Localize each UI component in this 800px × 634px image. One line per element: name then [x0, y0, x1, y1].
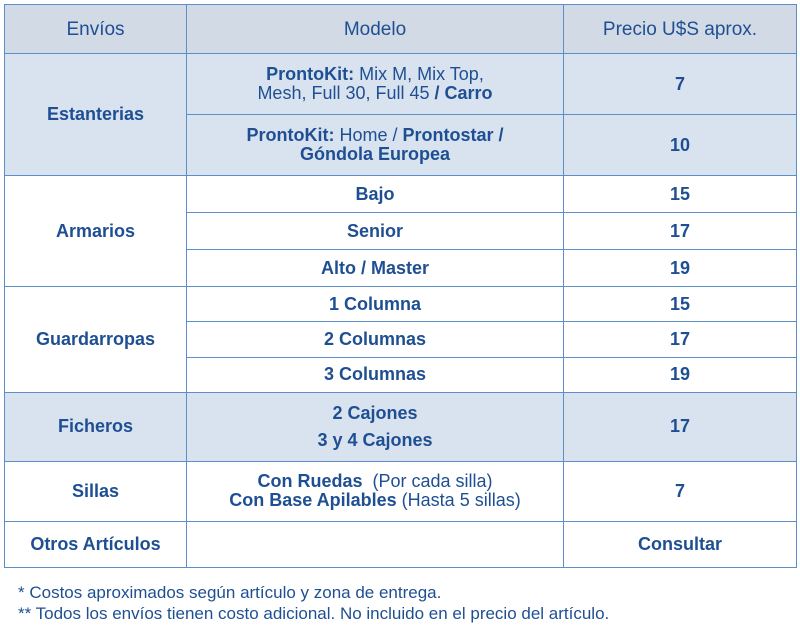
table-row: 2 Columnas 17: [5, 321, 797, 358]
header-envios: Envíos: [4, 4, 187, 54]
footnotes: * Costos aproximados según artículo y zo…: [18, 582, 609, 624]
table-row: Sillas Con Ruedas (Por cada silla) Con B…: [4, 460, 797, 522]
price-cell: 17: [563, 321, 797, 358]
model-text: Home /: [334, 125, 403, 146]
footnote-2: ** Todos los envíos tienen costo adicion…: [18, 604, 610, 623]
price-cell: 10: [563, 114, 797, 177]
model-text-bold: Prontostar /: [402, 125, 504, 146]
table-row: Armarios Bajo 15: [4, 175, 797, 288]
table-row: Senior 17: [5, 212, 797, 251]
category-sillas: Sillas: [4, 460, 187, 522]
price-cell: 15: [563, 286, 797, 323]
price-cell: 19: [563, 249, 797, 288]
table-row: Guardarropas 1 Columna 15: [4, 286, 797, 393]
category-estanterias: Estanterias: [4, 52, 187, 177]
model-cell: 3 Columnas: [186, 356, 564, 393]
model-cell: 2 Cajones 3 y 4 Cajones: [186, 391, 564, 462]
model-note: (Por cada silla): [362, 471, 493, 492]
category-label: Ficheros: [57, 416, 134, 437]
model-text: Con Ruedas: [257, 471, 363, 492]
price-value: 17: [669, 416, 691, 437]
brand-label: ProntoKit:: [266, 64, 355, 85]
category-label: Guardarropas: [35, 329, 156, 349]
table-row: Otros Artículos Consultar: [4, 520, 797, 569]
model-cell: ProntoKit: Home / Prontostar / Góndola E…: [186, 114, 564, 177]
table-header-row: Envíos Modelo Precio U$S aprox.: [4, 4, 797, 54]
model-cell: Alto / Master: [186, 249, 564, 288]
price-cell: 7: [563, 52, 797, 116]
category-ficheros: Ficheros: [4, 391, 187, 462]
category-guardarropas: Guardarropas: [4, 286, 187, 393]
model-text: 3 y 4 Cajones: [317, 429, 433, 450]
price-cell: 19: [563, 356, 797, 393]
price-value: 10: [669, 134, 691, 155]
category-label: Armarios: [55, 220, 136, 241]
footnote-1: * Costos aproximados según artículo y zo…: [18, 583, 442, 602]
category-label: Estanterias: [46, 104, 145, 125]
brand-label: ProntoKit:: [246, 125, 335, 146]
category-label: Sillas: [71, 480, 120, 501]
model-text: Mix M, Mix Top,: [354, 64, 484, 85]
model-text-bold: Góndola Europea: [299, 144, 450, 165]
header-precio: Precio U$S aprox.: [563, 4, 797, 54]
model-text: Con Base Apilables: [229, 490, 397, 511]
table-row: Ficheros 2 Cajones 3 y 4 Cajones 17: [4, 391, 797, 462]
price-value: 7: [674, 480, 685, 501]
model-cell: ProntoKit: Mix M, Mix Top, Mesh, Full 30…: [186, 52, 564, 116]
price-cell: 15: [563, 175, 797, 214]
model-text-bold: / Carro: [429, 83, 493, 104]
model-text: 2 Cajones: [332, 402, 418, 423]
price-cell: 7: [563, 460, 797, 522]
model-cell: 2 Columnas: [186, 321, 564, 358]
price-cell: 17: [563, 212, 797, 251]
model-cell: Con Ruedas (Por cada silla) Con Base Api…: [186, 460, 564, 522]
header-modelo: Modelo: [186, 4, 564, 54]
table-row: 3 Columnas 19: [5, 356, 797, 393]
model-cell: Senior: [186, 212, 564, 251]
shipping-price-table: Envíos Modelo Precio U$S aprox. Estanter…: [4, 4, 797, 569]
table-row: Estanterias ProntoKit: Mix M, Mix Top, M…: [4, 52, 797, 177]
table-row: Alto / Master 19: [5, 249, 797, 288]
model-cell: 1 Columna: [186, 286, 564, 323]
category-otros: Otros Artículos: [4, 520, 187, 569]
model-text: Mesh, Full 30, Full 45: [257, 83, 430, 104]
price-value: 7: [674, 73, 685, 94]
price-cell: 17: [563, 391, 797, 462]
model-note: (Hasta 5 sillas): [396, 490, 521, 511]
category-armarios: Armarios: [4, 175, 187, 288]
model-cell: Bajo: [186, 175, 564, 214]
model-cell: [186, 520, 564, 569]
table-row: ProntoKit: Home / Prontostar / Góndola E…: [5, 114, 797, 177]
price-value: Consultar: [637, 533, 722, 554]
category-label: Otros Artículos: [30, 533, 161, 554]
price-cell: Consultar: [563, 520, 797, 569]
